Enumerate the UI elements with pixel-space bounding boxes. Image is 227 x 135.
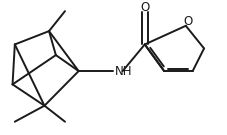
Text: O: O: [140, 1, 149, 14]
Text: NH: NH: [115, 65, 132, 78]
Text: O: O: [183, 15, 192, 28]
